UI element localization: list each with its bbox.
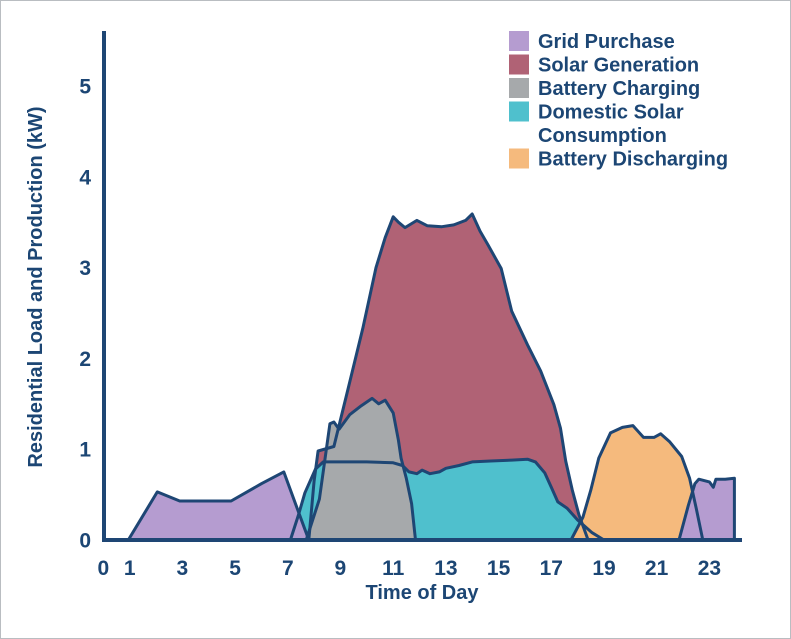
area-battery-discharging [571, 425, 703, 540]
legend-swatch-solar-generation [509, 54, 529, 75]
x-axis-tick-labels: 0 1 3 5 7 9 11 13 15 17 19 21 23 [97, 557, 721, 580]
x-tick-label: 9 [335, 557, 347, 580]
x-tick-label: 11 [382, 557, 405, 580]
legend-item-battery-charging: Battery Charging [509, 78, 700, 100]
x-tick-label: 15 [487, 557, 511, 580]
x-tick-label: 1 [124, 557, 136, 580]
legend-swatch-domestic-solar-consumption [509, 101, 529, 122]
x-tick-label: 0 [97, 557, 109, 580]
outline-domestic-solar-consumption [288, 457, 606, 542]
area-grid-purchase [128, 471, 309, 540]
outline-grid-purchase [126, 470, 311, 542]
legend-label: Domestic Solar [538, 102, 684, 124]
y-axis-title: Residential Load and Production (kW) [25, 106, 47, 467]
y-tick-label: 3 [79, 257, 91, 280]
x-tick-label: 17 [540, 557, 563, 580]
outline-battery-charging [304, 396, 417, 542]
legend-swatch-battery-discharging [509, 148, 529, 169]
legend-label: Consumption [538, 125, 667, 147]
legend-label: Solar Generation [538, 55, 699, 77]
area-battery-charging [306, 398, 416, 540]
x-tick-label: 21 [645, 557, 669, 580]
x-tick-label: 5 [229, 557, 241, 580]
y-tick-label: 4 [79, 166, 91, 189]
x-tick-label: 7 [282, 557, 294, 580]
legend-label: Grid Purchase [538, 31, 675, 53]
y-tick-label: 5 [79, 76, 91, 99]
area-outlines [126, 212, 736, 542]
legend-label: Battery Charging [538, 78, 700, 100]
legend-swatch-grid-purchase [509, 31, 529, 51]
legend-swatch-battery-charging [509, 78, 529, 98]
outline-solar-generation [307, 212, 590, 542]
x-tick-label: 19 [592, 557, 615, 580]
y-tick-label: 0 [79, 530, 91, 553]
area-fills [128, 214, 735, 540]
y-tick-label: 2 [79, 348, 91, 371]
x-axis-title: Time of Day [366, 582, 480, 604]
x-tick-label: 13 [434, 557, 457, 580]
y-tick-label: 1 [79, 439, 91, 462]
y-axis-tick-labels: 0 1 2 3 4 5 [79, 76, 91, 553]
legend-item-solar-generation: Solar Generation [509, 54, 699, 77]
x-tick-label: 23 [698, 557, 721, 580]
legend-item-grid-purchase: Grid Purchase [509, 31, 675, 53]
outline-grid-purchase [677, 476, 736, 542]
legend-item-battery-discharging: Battery Discharging [509, 148, 728, 171]
x-tick-label: 3 [177, 557, 189, 580]
legend-label: Battery Discharging [538, 149, 728, 171]
